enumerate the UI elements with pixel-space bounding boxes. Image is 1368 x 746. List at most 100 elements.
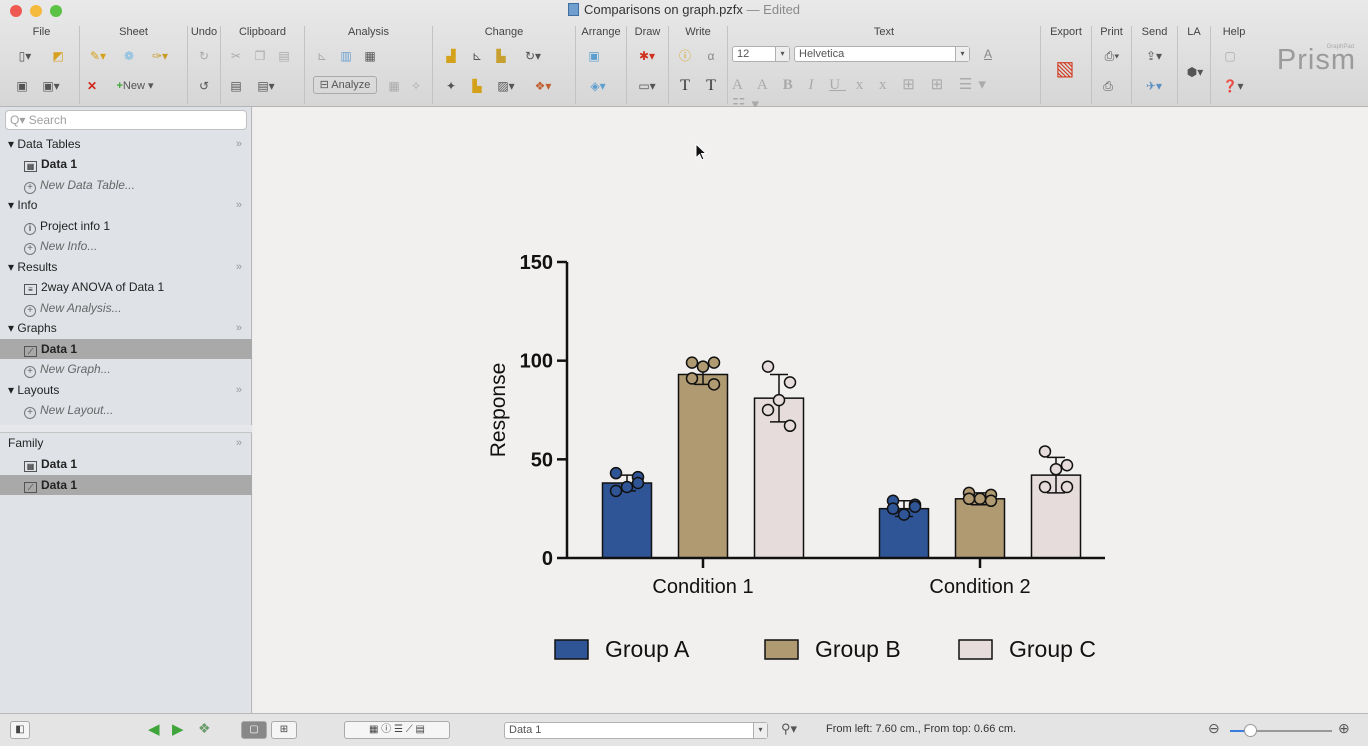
bar-chart[interactable]: 0 50 100 150 Condition 1 Condition 2 Response G… <box>253 107 1368 713</box>
send-to-icon[interactable]: ✈▾ <box>1145 79 1163 93</box>
copy-special-icon[interactable]: ▤ <box>278 49 290 63</box>
shape-draw-icon[interactable]: ▭▾ <box>638 79 656 93</box>
go-back-icon[interactable]: ❖ <box>198 720 211 736</box>
x-tick-label: Condition 2 <box>929 576 1030 598</box>
section-data-tables-label: Data Tables <box>17 137 81 151</box>
family-item-data-table[interactable]: ▦ Data 1 <box>0 454 252 474</box>
sheet-select[interactable]: Data 1 ▾ <box>504 722 768 739</box>
sidebar-new-data-table[interactable]: + New Data Table... <box>0 175 252 195</box>
zoom-in-icon[interactable]: ⊕ <box>1338 720 1350 736</box>
zoom-slider[interactable] <box>1230 724 1332 737</box>
minimize-window-button[interactable] <box>30 5 42 17</box>
graph-type-icon[interactable]: ▨▾ <box>497 79 515 93</box>
gallery-view-icon[interactable]: ⊞ <box>271 721 297 739</box>
close-window-button[interactable] <box>10 5 22 17</box>
sheet-type-tabs[interactable]: ▦ ⓘ ☰ ⟋ ▤ <box>344 721 450 739</box>
print-icon[interactable]: ⎙▾ <box>1104 49 1120 63</box>
more-icon[interactable]: » <box>235 384 242 396</box>
sidebar-new-analysis[interactable]: + New Analysis... <box>0 298 252 318</box>
more-icon[interactable]: » <box>235 322 242 334</box>
sidebar-new-layout[interactable]: + New Layout... <box>0 400 252 420</box>
next-sheet-icon[interactable]: ▶ <box>172 721 184 738</box>
more-icon[interactable]: » <box>235 138 242 150</box>
print-preview-icon[interactable]: ⎙ <box>1103 79 1113 93</box>
y-tick-label: 150 <box>520 252 553 274</box>
sidebar-new-graph[interactable]: + New Graph... <box>0 359 252 379</box>
sidebar-item-data-table-1[interactable]: ▦ Data 1 <box>0 154 252 174</box>
sidebar-splitter[interactable] <box>0 425 252 433</box>
font-color-icon[interactable]: A <box>983 47 992 61</box>
table-analysis-icon[interactable]: ▦ <box>364 49 376 63</box>
sidebar-item-anova-result[interactable]: ≡ 2way ANOVA of Data 1 <box>0 277 252 297</box>
delete-sheet-icon[interactable]: ✕ <box>86 79 98 93</box>
text-tool-icon[interactable]: T <box>680 77 690 94</box>
sidebar-new-info[interactable]: + New Info... <box>0 236 252 256</box>
section-results[interactable]: ▾ Results» <box>0 257 252 277</box>
recalc-icon[interactable]: ▦ <box>388 79 400 93</box>
rotate-icon[interactable]: ↻▾ <box>524 49 542 63</box>
graph-canvas[interactable]: 0 50 100 150 Condition 1 Condition 2 Response G… <box>253 107 1368 713</box>
open-file-icon[interactable]: ◩ <box>52 49 64 63</box>
save-as-icon[interactable]: ▣▾ <box>42 79 60 93</box>
axis-change-icon[interactable]: ⊾ <box>471 49 483 63</box>
paste-icon[interactable]: ▤ <box>230 79 242 93</box>
xy-graph-icon[interactable]: ⊾ <box>316 49 328 63</box>
group-label-send: Send <box>1141 26 1168 38</box>
share-icon[interactable]: ⇪▾ <box>1145 49 1163 63</box>
group-write: Write ⓘ α T T <box>669 26 728 104</box>
line-draw-icon[interactable]: ✱▾ <box>638 49 656 63</box>
pin-icon[interactable]: ✑▾ <box>151 49 169 63</box>
align-icon[interactable]: ▣ <box>588 49 600 63</box>
arrange-icon[interactable]: ◈▾ <box>590 79 606 93</box>
section-info[interactable]: ▾ Info» <box>0 195 252 215</box>
zoom-slider-thumb[interactable] <box>1244 724 1257 737</box>
bar-change-icon[interactable]: ▟ <box>446 49 456 63</box>
zoom-window-button[interactable] <box>50 5 62 17</box>
collapse-sidebar-icon[interactable]: ◧ <box>10 721 30 739</box>
sidebar-item-project-info[interactable]: i Project info 1 <box>0 216 252 236</box>
more-icon[interactable]: » <box>235 199 242 211</box>
redo-icon[interactable]: ↻ <box>198 49 210 63</box>
undo-icon[interactable]: ↺ <box>198 79 210 93</box>
new-sheet-button[interactable]: +New ▾ <box>116 80 154 92</box>
export-icon[interactable]: ▧ <box>1055 58 1075 80</box>
family-item-graph[interactable]: ⟋ Data 1 <box>0 475 252 495</box>
cut-icon[interactable]: ✂ <box>230 49 242 63</box>
info-text-icon[interactable]: ⓘ <box>678 49 691 63</box>
paste-special-icon[interactable]: ▤▾ <box>257 79 275 93</box>
help-app-icon[interactable]: ▢ <box>1224 49 1236 63</box>
globe-icon[interactable]: ❁ <box>123 49 135 63</box>
magic-icon[interactable]: ✦ <box>445 79 457 93</box>
column-graph-icon[interactable]: ▥ <box>340 49 352 63</box>
help-icon[interactable]: ❓▾ <box>1222 79 1244 93</box>
font-size-select[interactable]: 12 ▾ <box>732 46 790 62</box>
pencil-icon[interactable]: ✎▾ <box>89 49 107 63</box>
section-graphs[interactable]: ▾ Graphs» <box>0 318 252 338</box>
save-icon[interactable]: ▣ <box>16 79 28 93</box>
la-cube-icon[interactable]: ⬢▾ <box>1186 65 1204 79</box>
data-point <box>984 494 998 508</box>
alpha-icon[interactable]: α <box>707 49 715 63</box>
section-family[interactable]: Family » <box>0 433 252 453</box>
wand-icon[interactable]: ✧ <box>410 79 422 93</box>
new-file-icon[interactable]: ▯▾ <box>18 49 32 63</box>
section-layouts[interactable]: ▾ Layouts» <box>0 380 252 400</box>
more-icon[interactable]: » <box>235 261 242 273</box>
search-input[interactable]: Q▾ Search <box>5 110 247 130</box>
more-icon[interactable]: » <box>235 437 242 449</box>
color-scheme-icon[interactable]: ❖▾ <box>534 79 552 93</box>
analyze-button[interactable]: ⊟ Analyze <box>313 76 377 94</box>
font-name-select[interactable]: Helvetica ▾ <box>794 46 970 62</box>
format-axes-icon[interactable]: ▙ <box>472 79 482 93</box>
copy-icon[interactable]: ❐ <box>254 49 266 63</box>
previous-sheet-icon[interactable]: ◀ <box>148 721 160 738</box>
section-data-tables[interactable]: ▾ Data Tables» <box>0 134 252 154</box>
sidebar-item-label: 2way ANOVA of Data 1 <box>41 280 165 294</box>
text-format-icons[interactable]: A A B I U x x ⊞ ⊞ ☰▾ ☷▾ <box>732 77 992 113</box>
single-sheet-view-icon[interactable]: ▢ <box>241 721 267 739</box>
sidebar-item-graph-1[interactable]: ⟋ Data 1 <box>0 339 252 359</box>
format-graph-icon[interactable]: ▙ <box>496 49 506 63</box>
link-icon[interactable]: ⚲▾ <box>781 721 798 736</box>
text-box-icon[interactable]: T <box>706 77 716 94</box>
zoom-out-icon[interactable]: ⊖ <box>1208 720 1220 736</box>
